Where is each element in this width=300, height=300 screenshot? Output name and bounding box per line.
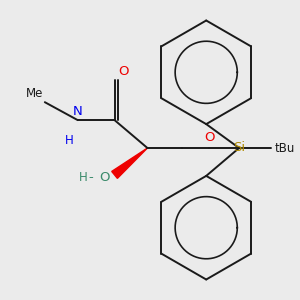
Text: Si: Si: [233, 140, 245, 154]
Text: N: N: [73, 105, 82, 118]
Polygon shape: [112, 148, 147, 178]
Text: -: -: [88, 171, 93, 184]
Text: Me: Me: [26, 87, 43, 100]
Text: tBu: tBu: [275, 142, 295, 154]
Text: H: H: [79, 171, 88, 184]
Text: H: H: [65, 134, 74, 147]
Text: O: O: [100, 171, 110, 184]
Text: O: O: [118, 65, 129, 78]
Text: O: O: [204, 131, 214, 144]
